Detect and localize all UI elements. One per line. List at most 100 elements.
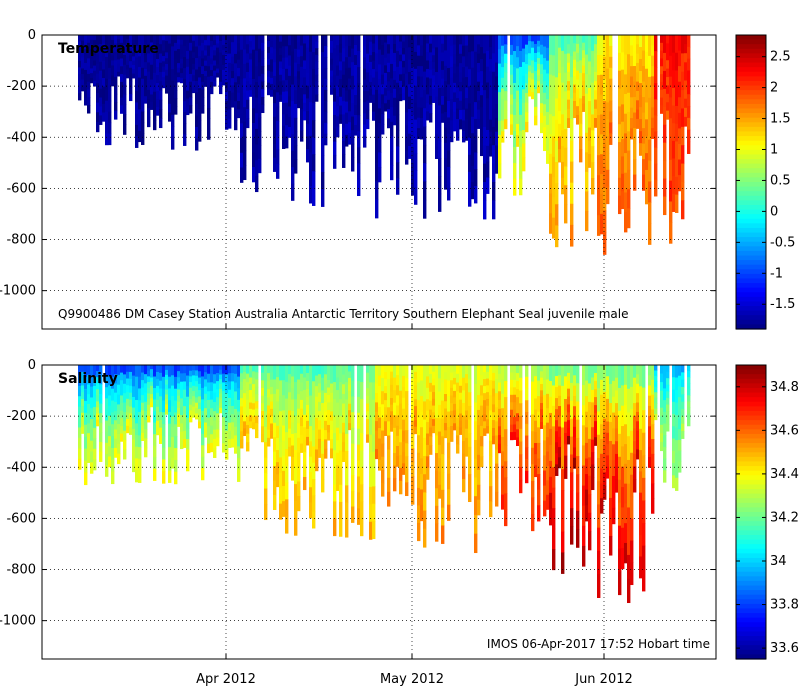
temperature-profile-cell xyxy=(603,210,607,233)
temperature-profile-cell xyxy=(159,90,163,101)
temperature-profile-cell xyxy=(531,54,535,62)
salinity-profile-cell xyxy=(375,393,379,404)
salinity-profile-cell xyxy=(459,427,463,435)
salinity-profile-cell xyxy=(510,372,514,381)
temperature-colorbar-label: 0 xyxy=(770,204,778,219)
salinity-profile-cell xyxy=(267,413,271,423)
salinity-profile-cell xyxy=(210,365,214,375)
temperature-profile-cell xyxy=(516,79,520,92)
salinity-profile-cell xyxy=(597,457,601,482)
salinity-profile-cell xyxy=(234,444,238,454)
salinity-profile-cell xyxy=(192,385,196,392)
salinity-profile-cell xyxy=(573,375,577,387)
salinity-profile-cell xyxy=(429,427,433,437)
temperature-profile-cell xyxy=(204,45,208,51)
temperature-profile-cell xyxy=(354,95,358,106)
salinity-profile-cell xyxy=(453,403,457,411)
salinity-profile-cell xyxy=(129,406,133,415)
salinity-profile-cell xyxy=(351,365,355,382)
temperature-profile-cell xyxy=(645,68,649,87)
salinity-profile-cell xyxy=(312,381,316,399)
temperature-profile-cell xyxy=(345,57,349,69)
salinity-profile-cell xyxy=(600,424,604,440)
salinity-profile-cell xyxy=(516,397,520,406)
temperature-profile-cell xyxy=(576,106,580,116)
salinity-profile-cell xyxy=(435,400,439,419)
temperature-profile-cell xyxy=(573,51,577,61)
temperature-profile-cell xyxy=(498,35,502,50)
temperature-profile-cell xyxy=(387,90,391,101)
temperature-colorbar-band xyxy=(736,94,766,100)
salinity-profile-cell xyxy=(384,393,388,401)
temperature-profile-cell xyxy=(366,81,370,92)
salinity-profile-cell xyxy=(366,380,370,389)
temperature-profile-cell xyxy=(492,181,496,201)
temperature-profile-cell xyxy=(183,79,187,91)
temperature-colorbar-band xyxy=(736,315,766,321)
salinity-profile-cell xyxy=(141,402,145,411)
temperature-profile-cell xyxy=(684,62,688,72)
temperature-profile-cell xyxy=(417,128,421,140)
salinity-profile-cell xyxy=(555,387,559,399)
salinity-profile-cell xyxy=(543,395,547,411)
temperature-profile-cell xyxy=(516,90,520,103)
temperature-profile-cell xyxy=(288,65,292,77)
salinity-profile-cell xyxy=(99,422,103,434)
temperature-profile-cell xyxy=(354,125,358,136)
temperature-profile-cell xyxy=(135,57,139,70)
temperature-colorbar: 2.521.510.50-0.5-1-1.5 xyxy=(735,34,795,330)
temperature-profile-cell xyxy=(126,43,130,49)
temperature-profile-cell xyxy=(138,35,142,47)
salinity-profile-cell xyxy=(531,513,535,532)
salinity-profile-cell xyxy=(174,471,178,485)
temperature-profile-cell xyxy=(153,63,157,74)
salinity-profile-cell xyxy=(189,404,193,412)
salinity-profile-cell xyxy=(312,413,316,431)
salinity-profile-cell xyxy=(564,387,568,400)
salinity-profile-cell xyxy=(333,501,337,520)
temperature-profile-cell xyxy=(96,112,100,123)
temperature-profile-cell xyxy=(240,167,244,183)
temperature-profile-cell xyxy=(126,60,130,66)
salinity-profile-cell xyxy=(567,372,571,382)
salinity-profile-cell xyxy=(153,468,157,481)
temperature-profile-cell xyxy=(561,161,565,179)
salinity-profile-cell xyxy=(108,436,112,447)
temperature-profile-cell xyxy=(363,135,367,148)
temperature-profile-cell xyxy=(339,43,343,54)
salinity-profile-cell xyxy=(315,449,319,461)
salinity-profile-cell xyxy=(498,417,502,427)
temperature-profile-cell xyxy=(252,35,256,51)
salinity-profile-cell xyxy=(642,523,646,547)
salinity-profile-cell xyxy=(333,484,337,502)
temperature-profile-cell xyxy=(255,144,259,161)
salinity-profile-cell xyxy=(87,403,91,415)
temperature-profile-cell xyxy=(168,86,172,96)
temperature-profile-cell xyxy=(324,89,328,102)
temperature-profile-cell xyxy=(306,85,310,100)
salinity-profile-cell xyxy=(186,386,190,398)
temperature-profile-cell xyxy=(297,78,301,87)
salinity-profile-cell xyxy=(588,420,592,440)
salinity-profile-cell xyxy=(285,432,289,450)
salinity-profile-cell xyxy=(612,412,616,430)
temperature-profile-cell xyxy=(117,55,121,61)
salinity-profile-cell xyxy=(273,494,277,511)
salinity-profile-cell xyxy=(288,437,292,448)
temperature-profile-cell xyxy=(234,91,238,102)
salinity-colorbar-band xyxy=(736,640,766,646)
temperature-profile-cell xyxy=(579,98,583,112)
temperature-profile-cell xyxy=(366,72,370,83)
temperature-profile-cell xyxy=(510,104,514,116)
temperature-profile-cell xyxy=(639,47,643,60)
temperature-profile-cell xyxy=(300,77,304,89)
temperature-profile-cell xyxy=(147,108,151,118)
salinity-profile-cell xyxy=(627,578,631,604)
temperature-profile-cell xyxy=(222,59,226,66)
temperature-profile-cell xyxy=(648,160,652,183)
temperature-profile-cell xyxy=(561,50,565,68)
salinity-profile-cell xyxy=(132,418,136,430)
salinity-profile-cell xyxy=(117,443,121,455)
salinity-profile-cell xyxy=(78,385,82,397)
temperature-profile-cell xyxy=(540,35,544,46)
